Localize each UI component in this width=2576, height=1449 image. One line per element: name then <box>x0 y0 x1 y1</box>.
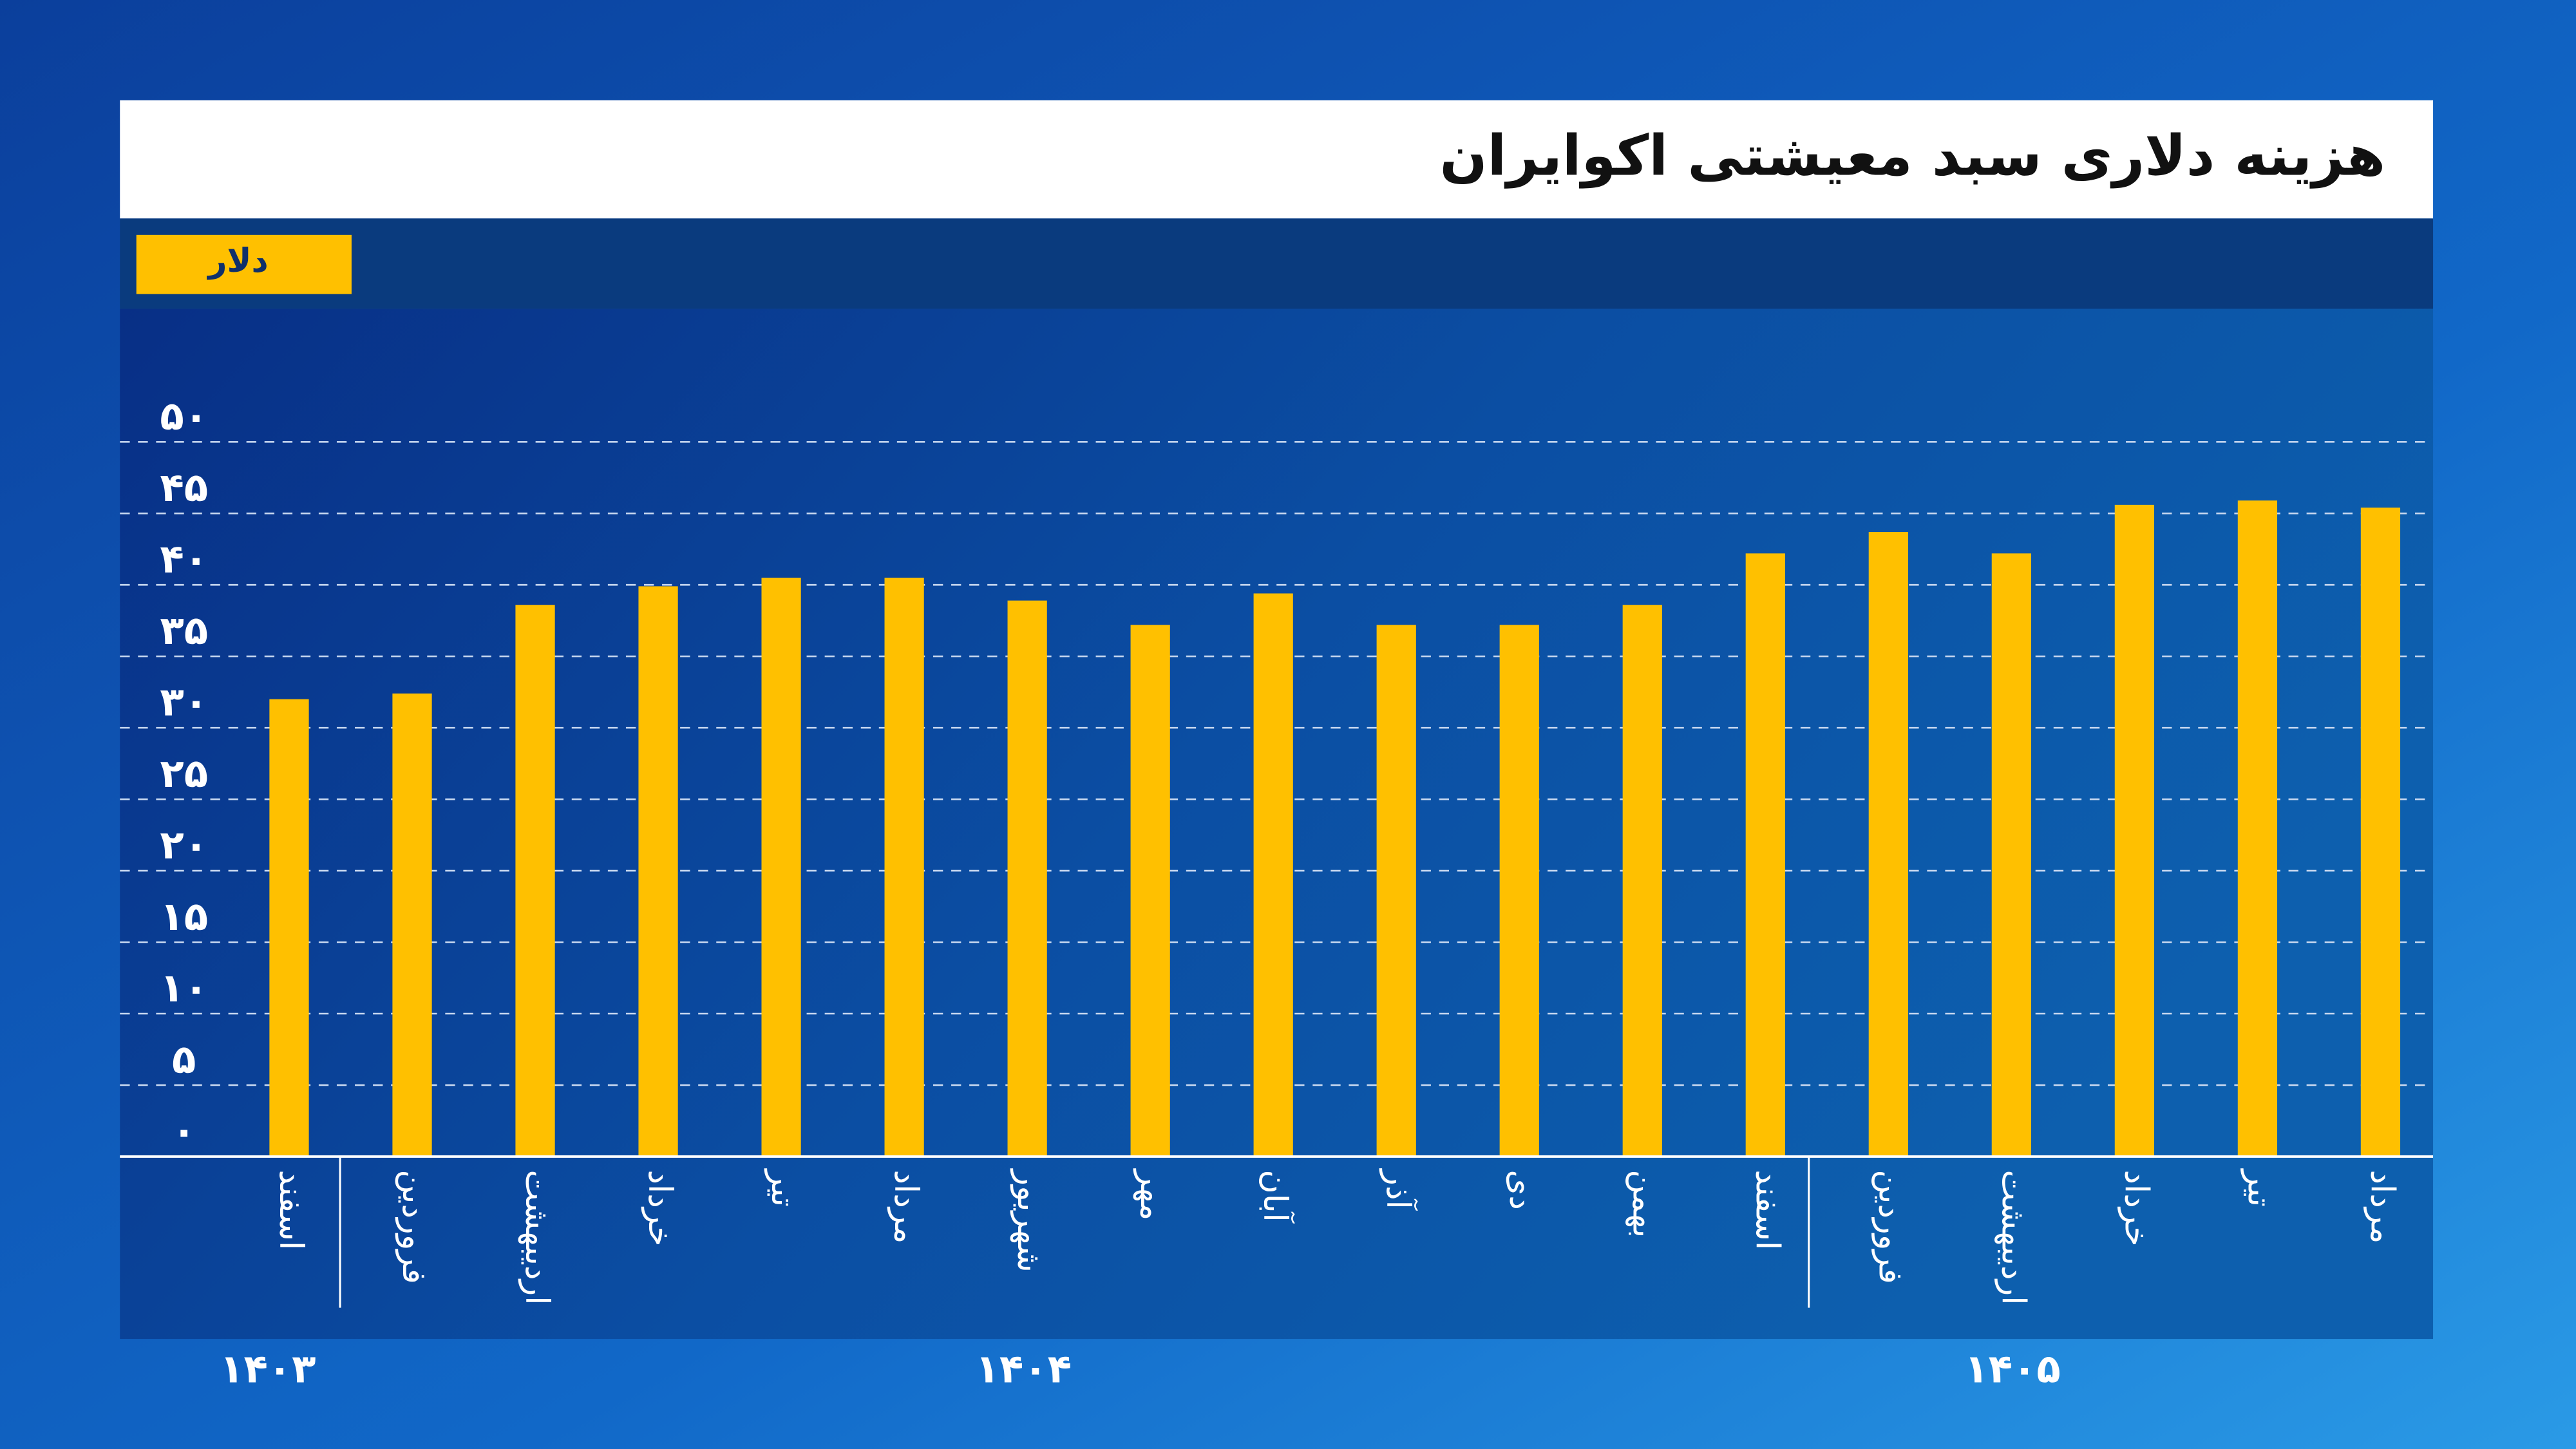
x-tick-label: فروردین <box>395 1170 433 1284</box>
unit-band <box>120 218 2434 309</box>
y-tick-label: ۵۰ <box>160 393 208 439</box>
bar <box>884 578 924 1157</box>
x-tick-label: خرداد <box>641 1170 679 1246</box>
unit-box <box>136 234 352 294</box>
bar <box>1745 553 1785 1157</box>
bar <box>1253 593 1293 1157</box>
x-tick-label: تیر <box>2240 1168 2278 1207</box>
y-tick-label: ۳۵ <box>160 608 208 654</box>
y-tick-label: ۲۵ <box>160 751 208 797</box>
y-tick-label: ۳۰ <box>160 679 208 725</box>
x-tick-label: اسفند <box>272 1170 310 1250</box>
x-tick-label: مهر <box>1133 1168 1171 1220</box>
x-tick-label: مرداد <box>2363 1170 2401 1244</box>
x-tick-label: اسفند <box>1748 1170 1786 1250</box>
bar <box>392 693 432 1157</box>
bar <box>638 586 678 1157</box>
x-tick-label: آذر <box>1379 1168 1418 1211</box>
y-tick-label: ۵ <box>172 1037 196 1083</box>
bar <box>1868 532 1908 1157</box>
bar <box>269 699 309 1157</box>
y-tick-label: ۲۰ <box>160 822 208 868</box>
y-tick-label: ۴۵ <box>160 465 208 511</box>
unit-label: دلار <box>206 242 269 280</box>
x-group-label: ۱۴۰۴ <box>976 1347 1072 1392</box>
bar <box>1376 625 1416 1157</box>
x-tick-label: آبان <box>1256 1170 1295 1224</box>
x-group-label: ۱۴۰۳ <box>220 1347 316 1392</box>
bar <box>1130 625 1170 1157</box>
x-tick-label: شهریور <box>1010 1168 1048 1273</box>
x-tick-label: خرداد <box>2117 1170 2155 1246</box>
x-group-label: ۱۴۰۵ <box>1964 1347 2060 1392</box>
x-tick-label: دی <box>1502 1170 1540 1210</box>
x-tick-label: اردیبهشت <box>1994 1170 2032 1305</box>
bar <box>1622 605 1662 1157</box>
x-tick-label: اردیبهشت <box>518 1170 556 1305</box>
x-tick-label: بهمن <box>1625 1170 1663 1238</box>
bar <box>1991 553 2031 1157</box>
x-tick-label: فروردین <box>1871 1170 1909 1284</box>
y-tick-label: ۱۰ <box>160 965 208 1011</box>
bar <box>1499 625 1539 1157</box>
bar <box>2237 500 2278 1157</box>
y-tick-label: ۰ <box>172 1108 196 1154</box>
bar <box>515 605 555 1157</box>
chart-title: هزینه دلاری سبد معیشتی اکوایران <box>1440 123 2386 188</box>
title-band <box>120 100 2434 219</box>
bar <box>1007 600 1047 1157</box>
bar <box>2114 504 2154 1157</box>
x-tick-label: مرداد <box>887 1170 925 1244</box>
bar <box>2360 507 2401 1157</box>
plot: ۰ ۵ ۱۰ ۱۵ ۲۰ ۲۵ ۳۰ ۳۵ ۴۰ ۴۵ ۵۰ اسفند فروردین اردیبهشت… <box>120 393 2434 1392</box>
bar <box>761 578 801 1157</box>
y-tick-label: ۱۵ <box>160 894 208 940</box>
y-tick-label: ۴۰ <box>160 536 208 582</box>
x-tick-label: تیر <box>764 1168 802 1207</box>
